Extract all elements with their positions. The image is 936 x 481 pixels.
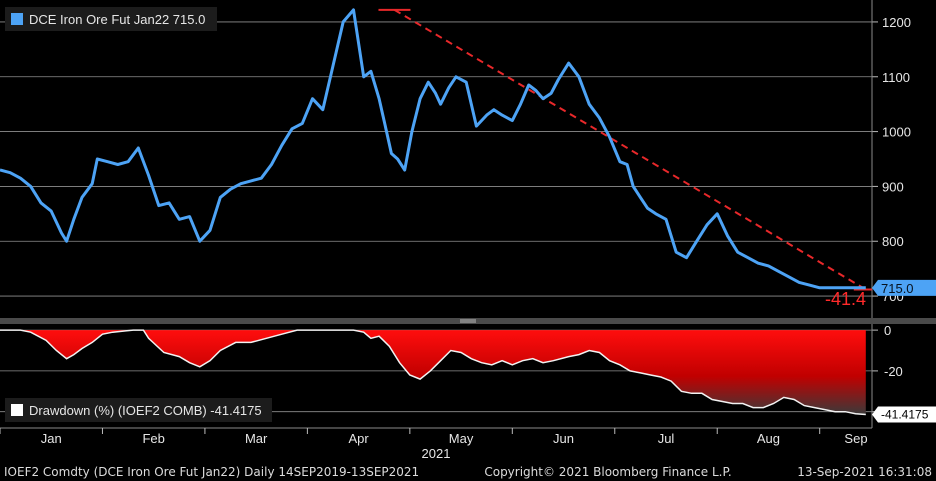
x-tick-label: May — [449, 431, 474, 446]
price-badge-label: 715.0 — [881, 281, 914, 296]
drawdown-legend-label: Drawdown (%) (IOEF2 COMB) -41.4175 — [29, 403, 262, 418]
price-tick-label: 800 — [882, 234, 904, 249]
price-tick-label: 1000 — [882, 125, 911, 140]
x-tick-label: Feb — [142, 431, 164, 446]
x-axis-year-label: 2021 — [422, 446, 451, 461]
price-tick-label: 1200 — [882, 15, 911, 30]
price-legend-swatch — [11, 13, 23, 25]
drawdown-tick-label: -20 — [884, 364, 903, 379]
drawdown-percent-label: -41.4 — [825, 289, 866, 309]
footer-timestamp: 13-Sep-2021 16:31:08 — [797, 465, 932, 479]
drawdown-badge-shape — [872, 406, 936, 423]
footer-copyright: Copyright© 2021 Bloomberg Finance L.P. — [484, 465, 731, 479]
price-legend: DCE Iron Ore Fut Jan22 715.0 — [5, 7, 217, 31]
footer: IOEF2 Comdty (DCE Iron Ore Fut Jan22) Da… — [4, 465, 932, 479]
x-tick-label: Aug — [757, 431, 780, 446]
drawdown-legend-swatch — [11, 404, 23, 416]
drawdown-y-tick-labels: 0-20-40 — [872, 323, 903, 420]
drawdown-legend: Drawdown (%) (IOEF2 COMB) -41.4175 — [5, 398, 272, 422]
price-legend-label: DCE Iron Ore Fut Jan22 715.0 — [29, 12, 205, 27]
price-tick-label: 1100 — [882, 70, 910, 85]
price-legend-box — [5, 7, 217, 31]
drawdown-legend-box — [5, 398, 272, 422]
x-tick-label: Jan — [41, 431, 62, 446]
x-tick-label: Apr — [348, 431, 369, 446]
drawdown-series-line — [0, 329, 866, 416]
footer-security-info: IOEF2 Comdty (DCE Iron Ore Fut Jan22) Da… — [4, 465, 419, 479]
price-tick-label: 900 — [882, 179, 904, 194]
drawdown-panel: 0-20-40 Drawdown (%) (IOEF2 COMB) -41.41… — [0, 323, 936, 428]
panel-divider-bar[interactable] — [0, 318, 936, 324]
panel-divider — [0, 318, 936, 324]
drawdown-badge-label: -41.4175 — [881, 408, 929, 422]
drawdown-value-badge: -41.4175 — [872, 406, 936, 423]
x-tick-label: Jun — [553, 431, 574, 446]
drawdown-area — [0, 330, 866, 415]
price-value-badge: 715.0 — [872, 279, 936, 296]
trend-line — [393, 9, 867, 291]
x-axis-ticks: Jan Feb Mar Apr May Jun Jul Aug Sep — [0, 428, 868, 446]
price-series-line — [0, 8, 866, 290]
x-axis: Jan Feb Mar Apr May Jun Jul Aug Sep 2021 — [0, 427, 872, 461]
drawdown-tick-label: 0 — [884, 323, 891, 338]
x-tick-label: Jul — [658, 431, 675, 446]
x-tick-label: Sep — [844, 431, 867, 446]
x-tick-label: Mar — [245, 431, 268, 446]
price-badge-shape — [872, 279, 936, 296]
